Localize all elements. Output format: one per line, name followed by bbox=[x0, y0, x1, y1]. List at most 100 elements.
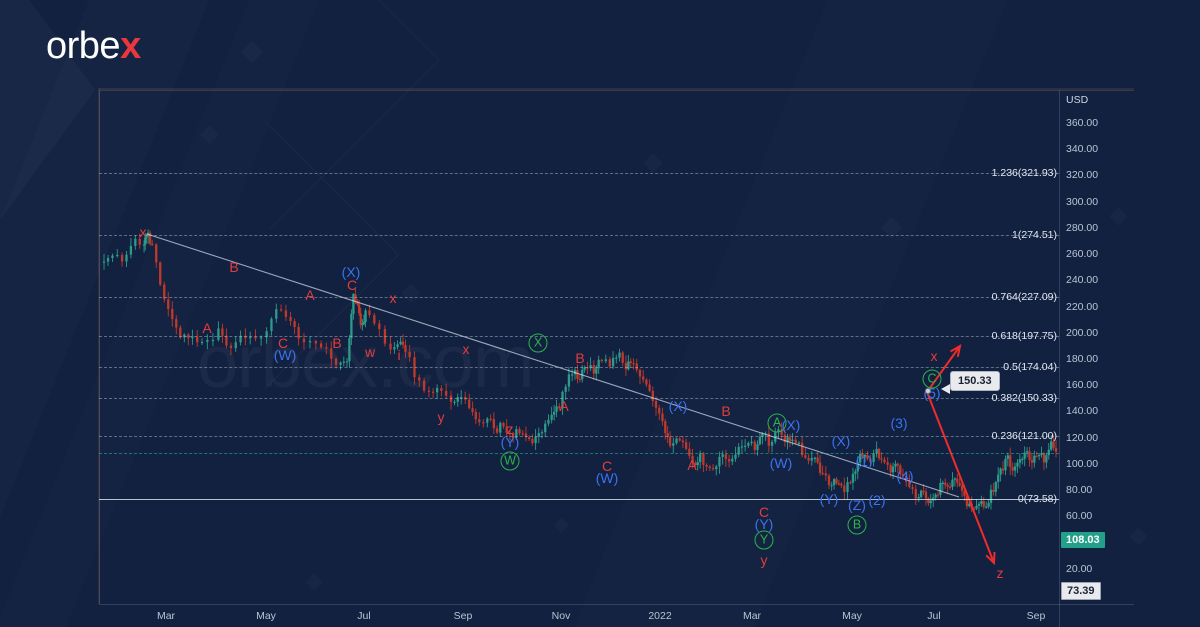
fib-level-label: 0.382(150.33) bbox=[991, 391, 1057, 404]
wave-label-x: X bbox=[528, 333, 548, 353]
price-tick: 180.00 bbox=[1066, 353, 1099, 365]
wave-label-x: x bbox=[462, 341, 470, 357]
callout-tail-icon bbox=[941, 384, 950, 394]
projection-arrowhead bbox=[949, 344, 962, 357]
price-tick: 20.00 bbox=[1066, 562, 1093, 575]
wave-label-b: B bbox=[332, 335, 342, 351]
time-tick: Jul bbox=[357, 610, 371, 622]
wave-label-c: C bbox=[922, 369, 942, 389]
fib-level-label: 0(73.58) bbox=[1017, 492, 1057, 505]
wave-label-3: (3) bbox=[890, 415, 908, 431]
price-tick: 140.00 bbox=[1066, 405, 1099, 418]
current-price-value: 108.03 bbox=[1066, 534, 1100, 546]
time-tick: Mar bbox=[156, 610, 176, 622]
wave-label-c: C bbox=[346, 277, 358, 293]
wave-label-x: (X) bbox=[341, 264, 361, 280]
price-tick: 160.00 bbox=[1066, 379, 1099, 392]
wave-label-w: (W) bbox=[595, 470, 619, 486]
fib-level-label: 1.236(321.93) bbox=[991, 166, 1057, 179]
price-tick: 120.00 bbox=[1066, 431, 1099, 444]
wave-label-b: B bbox=[575, 350, 585, 366]
wave-label-x: x bbox=[930, 348, 938, 364]
current-price-badge: 108.03 bbox=[1061, 532, 1105, 548]
price-tick: 100.00 bbox=[1066, 457, 1099, 470]
wave-label-b: B bbox=[229, 259, 239, 275]
orbex-logo: orbex bbox=[46, 27, 141, 65]
downtrend-resistance-line bbox=[146, 233, 960, 498]
wave-label-c: C bbox=[277, 335, 289, 351]
wave-label-a: A bbox=[687, 457, 697, 473]
fib-level-line bbox=[99, 172, 1059, 174]
wave-label-y: (Y) bbox=[754, 516, 774, 532]
wave-label-x: x bbox=[139, 224, 147, 240]
wave-label-z: z bbox=[996, 565, 1004, 581]
fib-level-label: 0.5(174.04) bbox=[1003, 360, 1057, 373]
wave-label-w: (W) bbox=[273, 347, 297, 363]
fib-level-line bbox=[99, 335, 1059, 337]
wave-label-w: w bbox=[364, 344, 376, 360]
time-tick: May bbox=[842, 610, 862, 622]
fibonacci-retracement-overlay: 1.236(321.93) 1(274.51) 0.764(227.09) 0.618… bbox=[99, 90, 1059, 604]
wave-label-y: y bbox=[437, 409, 445, 425]
wave-label-x: (X) bbox=[781, 417, 801, 433]
price-tick: 280.00 bbox=[1066, 221, 1099, 234]
wave-label-x: x bbox=[389, 290, 397, 306]
fib-level-label: 0.764(227.09) bbox=[991, 291, 1057, 304]
fib-level-line bbox=[99, 397, 1059, 399]
wave-label-i: i bbox=[397, 347, 401, 363]
wave-label-a: A bbox=[202, 320, 212, 336]
time-tick: 2022 bbox=[648, 610, 672, 622]
projection-arrowhead bbox=[985, 551, 996, 566]
fib-level-line bbox=[99, 436, 1059, 438]
logo-text-main: orbe bbox=[46, 25, 121, 67]
fib-level-line bbox=[99, 297, 1059, 299]
price-axis[interactable]: USD 360.00 340.00 320.00 300.00 280.00 260.00… bbox=[1059, 90, 1134, 627]
price-tick: 220.00 bbox=[1066, 300, 1099, 313]
wave-label-w: (W) bbox=[769, 455, 793, 471]
projection-target-value: 150.33 bbox=[958, 375, 992, 387]
wave-label-x: (X) bbox=[668, 398, 688, 414]
current-price-line bbox=[99, 453, 1059, 455]
candlestick-series bbox=[102, 229, 1058, 566]
time-tick: Sep bbox=[453, 610, 473, 622]
projection-anchor-dot bbox=[925, 388, 931, 394]
wave-label-c: C bbox=[601, 458, 613, 474]
price-tick: 340.00 bbox=[1066, 143, 1099, 156]
price-tick: 200.00 bbox=[1066, 326, 1099, 339]
wave-label-4: (4) bbox=[896, 468, 914, 484]
fib-level-line bbox=[99, 498, 1059, 500]
wave-label-b: B bbox=[721, 403, 731, 419]
price-tick: 320.00 bbox=[1066, 169, 1099, 182]
time-tick: Sep bbox=[1026, 610, 1046, 622]
projection-projection-down bbox=[926, 391, 995, 564]
wave-label-a: A bbox=[305, 287, 315, 303]
price-tick: 300.00 bbox=[1066, 195, 1099, 208]
time-tick: Nov bbox=[551, 610, 571, 622]
logo-text-accent: x bbox=[120, 25, 141, 67]
price-tick: 260.00 bbox=[1066, 248, 1099, 261]
fib-level-label: 0.236(121.00) bbox=[991, 430, 1057, 443]
baseline-price-value: 73.39 bbox=[1067, 585, 1095, 597]
wave-label-y: (Y) bbox=[500, 434, 520, 450]
time-tick: May bbox=[256, 610, 276, 622]
wave-label-1: (1) bbox=[855, 453, 873, 469]
wave-label-a: A bbox=[559, 398, 569, 414]
time-tick: Jul bbox=[927, 610, 941, 622]
wave-label-y: Y bbox=[754, 530, 774, 550]
price-tick: 60.00 bbox=[1066, 510, 1093, 523]
price-tick: 360.00 bbox=[1066, 117, 1099, 129]
wave-label-2: (2) bbox=[868, 492, 886, 508]
wave-label-a: A bbox=[767, 413, 787, 433]
price-axis-unit-label: USD bbox=[1066, 94, 1089, 106]
wave-label-y: (Y) bbox=[819, 491, 839, 507]
time-axis[interactable]: Mar May Jul Sep Nov 2022 Mar May Jul Sep bbox=[99, 604, 1134, 627]
wave-label-b: B bbox=[847, 515, 867, 535]
wave-label-z: (Z) bbox=[848, 497, 866, 513]
baseline-price-badge: 73.39 bbox=[1061, 582, 1101, 600]
fib-level-line bbox=[99, 366, 1059, 368]
fib-level-label: 0.618(197.75) bbox=[991, 329, 1057, 342]
price-tick: 80.00 bbox=[1066, 484, 1093, 497]
wave-label-y: y bbox=[760, 552, 768, 568]
